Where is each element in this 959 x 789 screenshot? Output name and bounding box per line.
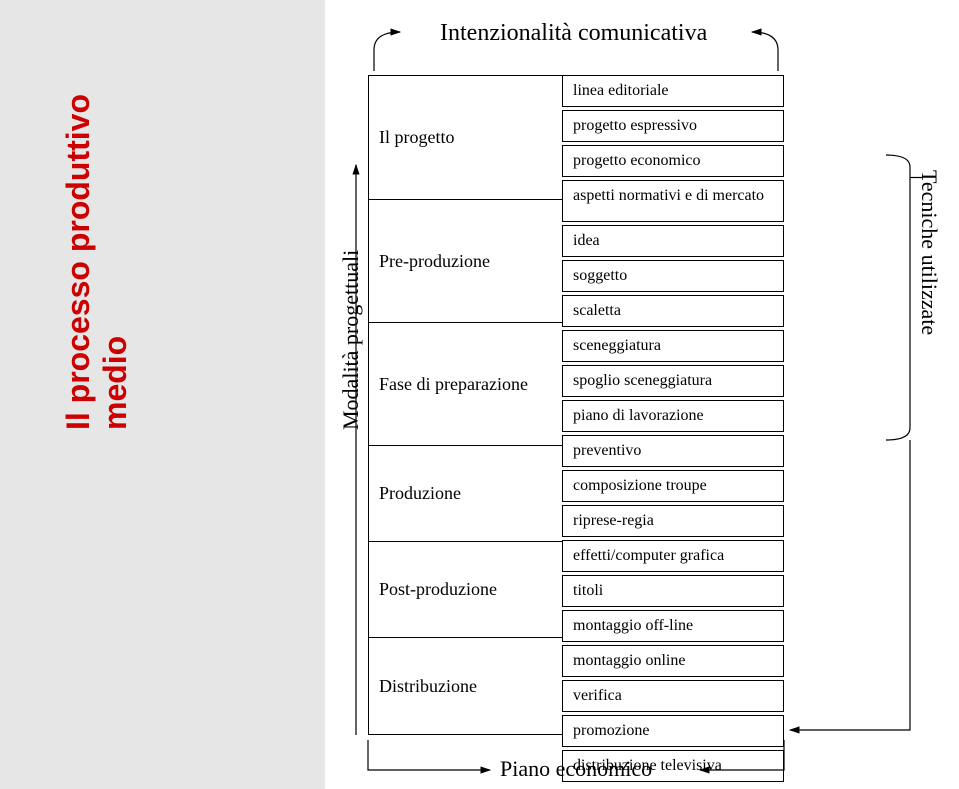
item-cell: montaggio online bbox=[562, 645, 784, 677]
item-cell: linea editoriale bbox=[562, 75, 784, 107]
phase-cell: Distribuzione bbox=[369, 638, 562, 734]
item-cell: scaletta bbox=[562, 295, 784, 327]
phase-cell: Produzione bbox=[369, 446, 562, 542]
item-cell: titoli bbox=[562, 575, 784, 607]
left-panel bbox=[0, 0, 325, 789]
diagram-title: Intenzionalità comunicativa bbox=[440, 20, 707, 47]
phase-column: Il progettoPre-produzioneFase di prepara… bbox=[368, 75, 562, 735]
item-cell: aspetti normativi e di mercato bbox=[562, 180, 784, 222]
item-cell: sceneggiatura bbox=[562, 330, 784, 362]
phase-cell: Pre-produzione bbox=[369, 200, 562, 323]
item-cell: preventivo bbox=[562, 435, 784, 467]
process-label-line1: Il processo produttivo bbox=[60, 94, 97, 430]
item-cell: verifica bbox=[562, 680, 784, 712]
phase-cell: Post-produzione bbox=[369, 542, 562, 638]
modalita-label: Modalità progettuali bbox=[338, 250, 364, 430]
piano-economico-label: Piano economico bbox=[500, 756, 652, 782]
item-cell: progetto economico bbox=[562, 145, 784, 177]
item-cell: composizione troupe bbox=[562, 470, 784, 502]
item-cell: idea bbox=[562, 225, 784, 257]
item-cell: promozione bbox=[562, 715, 784, 747]
item-column: linea editorialeprogetto espressivoproge… bbox=[562, 75, 784, 785]
item-cell: soggetto bbox=[562, 260, 784, 292]
item-cell: spoglio sceneggiatura bbox=[562, 365, 784, 397]
item-cell: montaggio off-line bbox=[562, 610, 784, 642]
item-cell: riprese-regia bbox=[562, 505, 784, 537]
item-cell: piano di lavorazione bbox=[562, 400, 784, 432]
item-cell: effetti/computer grafica bbox=[562, 540, 784, 572]
phase-cell: Il progetto bbox=[369, 76, 562, 200]
phase-cell: Fase di preparazione bbox=[369, 323, 562, 446]
tecniche-label: Tecniche utilizzate bbox=[916, 170, 942, 335]
item-cell: progetto espressivo bbox=[562, 110, 784, 142]
process-label-line2: medio bbox=[97, 94, 134, 430]
process-label: Il processo produttivo medio bbox=[60, 94, 134, 430]
